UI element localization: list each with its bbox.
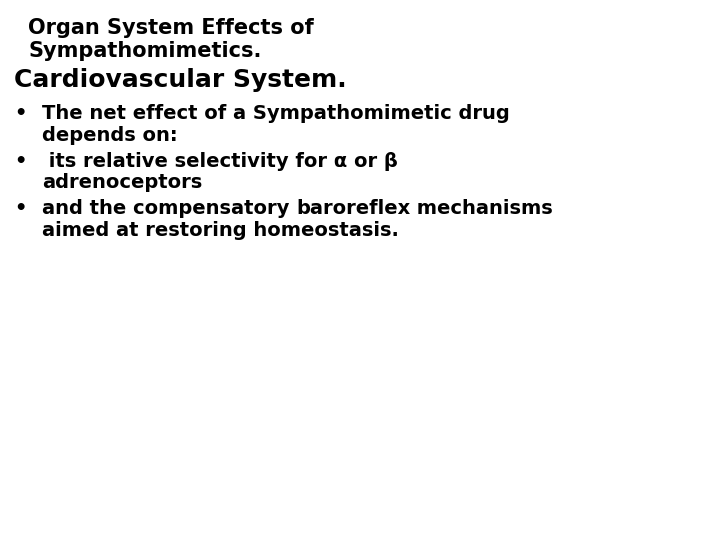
Text: and the compensatory: and the compensatory (42, 199, 296, 218)
Text: •: • (14, 104, 27, 124)
Text: •: • (14, 199, 27, 218)
Text: depends on:: depends on: (42, 126, 178, 145)
Text: The net effect of a Sympathomimetic drug: The net effect of a Sympathomimetic drug (42, 104, 510, 124)
Text: adrenoceptors: adrenoceptors (42, 173, 202, 192)
Text: Sympathomimetics.: Sympathomimetics. (28, 41, 261, 61)
Text: Cardiovascular System.: Cardiovascular System. (14, 69, 346, 92)
Text: mechanisms: mechanisms (410, 199, 553, 218)
Text: •: • (14, 152, 27, 171)
Text: aimed at restoring homeostasis.: aimed at restoring homeostasis. (42, 221, 399, 240)
Text: baroreflex: baroreflex (296, 199, 410, 218)
Text: Organ System Effects of: Organ System Effects of (28, 18, 314, 38)
Text: its relative selectivity for α or β: its relative selectivity for α or β (42, 152, 397, 171)
